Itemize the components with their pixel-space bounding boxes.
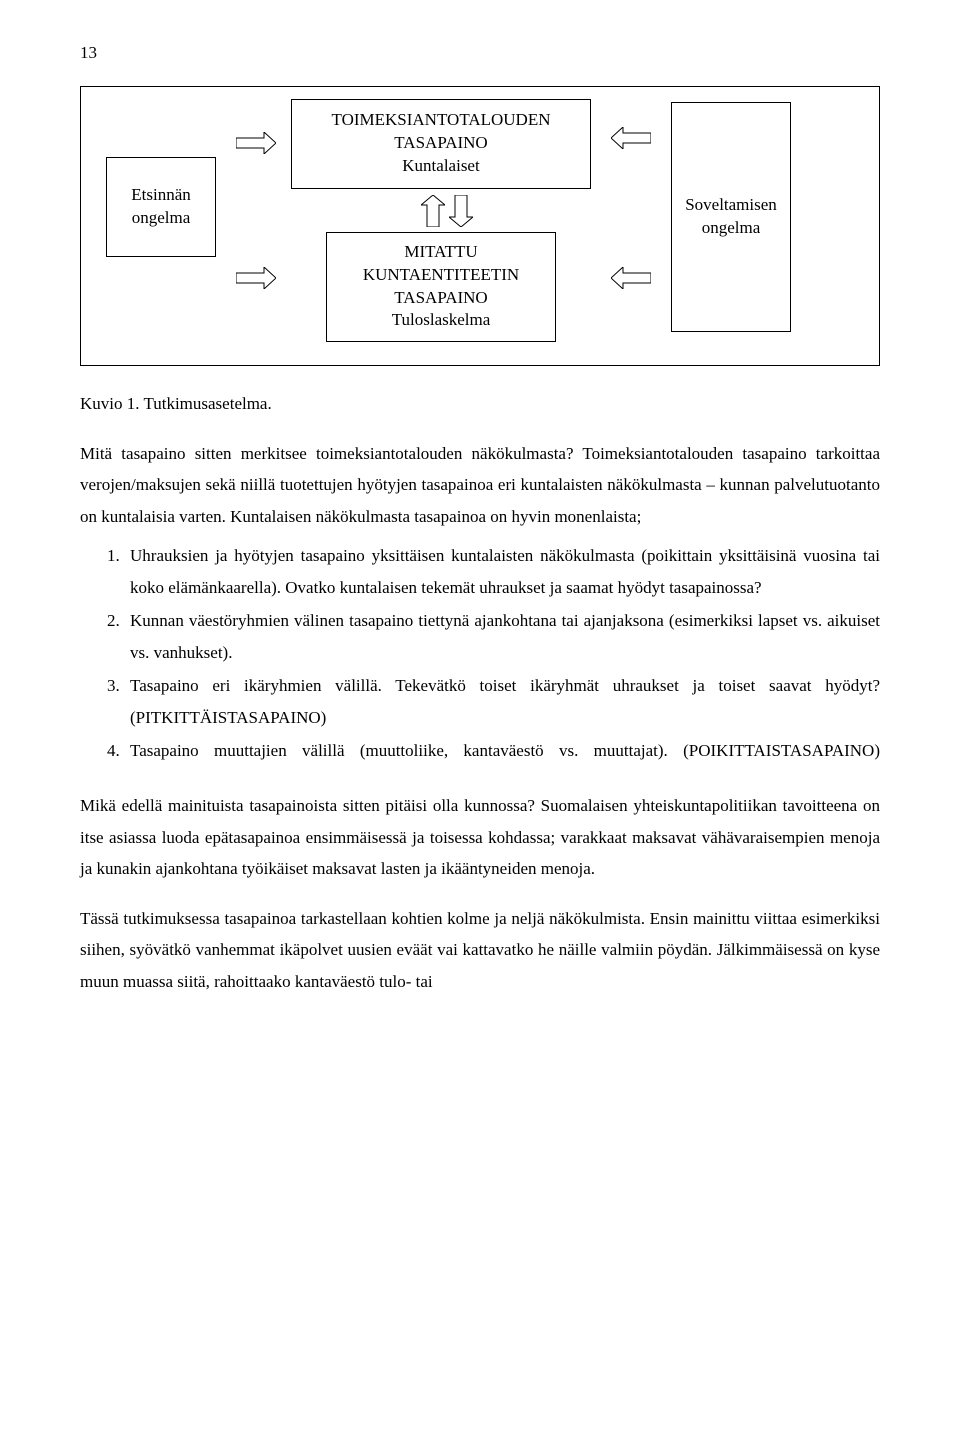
- arrow-right-to-top: [611, 127, 651, 149]
- node-top-line1: TOIMEKSIANTOTALOUDEN: [298, 109, 584, 132]
- arrow-left-to-top: [236, 132, 276, 154]
- node-left-line1: Etsinnän: [113, 184, 209, 207]
- node-bottom-line3: TASAPAINO: [333, 287, 549, 310]
- figure-caption: Kuvio 1. Tutkimusasetelma.: [80, 391, 880, 417]
- node-left-line2: ongelma: [113, 207, 209, 230]
- node-bottom-line1: MITATTU: [333, 241, 549, 264]
- node-right-line1: Soveltamisen: [678, 194, 784, 217]
- node-bottom-line2: KUNTAENTITEETIN: [333, 264, 549, 287]
- arrow-left-to-bottom: [236, 267, 276, 289]
- node-top-line3: Kuntalaiset: [298, 155, 584, 178]
- page-number: 13: [80, 40, 880, 66]
- arrow-down: [449, 195, 473, 227]
- arrow-up: [421, 195, 445, 227]
- node-right: Soveltamisen ongelma: [671, 102, 791, 332]
- paragraph-2: Mikä edellä mainituista tasapainoista si…: [80, 790, 880, 884]
- arrow-right-to-bottom: [611, 267, 651, 289]
- list-item: Uhrauksien ja hyötyjen tasapaino yksittä…: [124, 540, 880, 603]
- list-item: Kunnan väestöryhmien välinen tasapaino t…: [124, 605, 880, 668]
- list-item-4-text: Tasapaino muuttajien välillä (muuttoliik…: [130, 735, 880, 766]
- paragraph-1: Mitä tasapaino sitten merkitsee toimeksi…: [80, 438, 880, 532]
- node-left: Etsinnän ongelma: [106, 157, 216, 257]
- node-bottom-line4: Tuloslaskelma: [333, 309, 549, 332]
- node-bottom: MITATTU KUNTAENTITEETIN TASAPAINO Tulosl…: [326, 232, 556, 342]
- list-item: Tasapaino eri ikäryhmien välillä. Tekevä…: [124, 670, 880, 733]
- node-right-line2: ongelma: [678, 217, 784, 240]
- node-top: TOIMEKSIANTOTALOUDEN TASAPAINO Kuntalais…: [291, 99, 591, 189]
- node-top-line2: TASAPAINO: [298, 132, 584, 155]
- paragraph-3: Tässä tutkimuksessa tasapainoa tarkastel…: [80, 903, 880, 997]
- numbered-list: Uhrauksien ja hyötyjen tasapaino yksittä…: [80, 540, 880, 766]
- diagram-container: Etsinnän ongelma TOIMEKSIANTOTALOUDEN TA…: [80, 86, 880, 366]
- list-item: Tasapaino muuttajien välillä (muuttoliik…: [124, 735, 880, 766]
